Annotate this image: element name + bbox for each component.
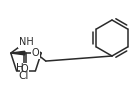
Text: Cl: Cl [19,71,29,81]
Text: O: O [21,64,29,74]
Text: O: O [32,48,40,58]
Text: NH: NH [19,37,33,47]
Text: H: H [16,63,24,73]
Polygon shape [11,51,25,55]
